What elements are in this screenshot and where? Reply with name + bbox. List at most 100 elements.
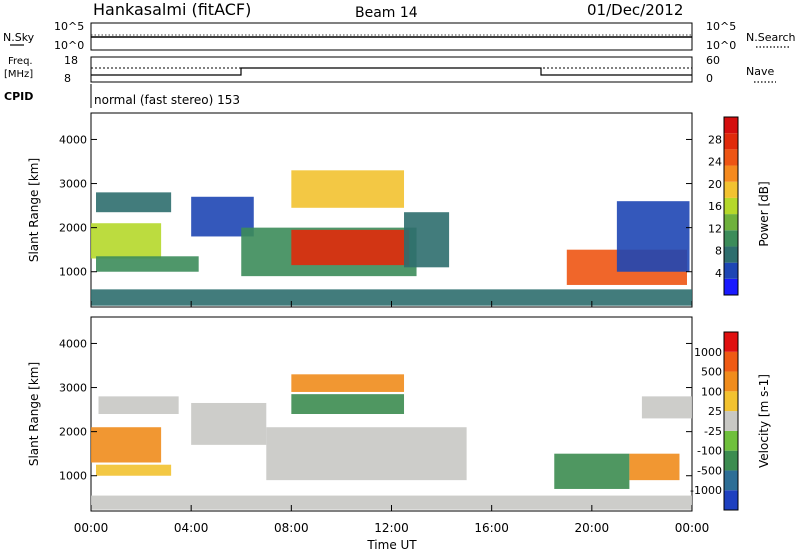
power-ytick-label: 2000 bbox=[59, 222, 87, 235]
power-ylabel: Slant Range [km] bbox=[27, 158, 41, 262]
velocity-ytick-label: 3000 bbox=[59, 382, 87, 395]
power-colorbar-cell bbox=[724, 278, 738, 295]
power-colorbar-cell bbox=[724, 230, 738, 247]
power-region-9 bbox=[616, 201, 690, 272]
nsky-tick-high: 10^5 bbox=[54, 20, 84, 33]
velocity-colorbar-tick: 1000 bbox=[694, 346, 722, 359]
velocity-colorbar-cell bbox=[724, 411, 738, 431]
power-colorbar-cell bbox=[724, 165, 738, 182]
nsearch-tick-low: 10^0 bbox=[706, 39, 736, 52]
freq-tick-high: 18 bbox=[64, 54, 78, 67]
velocity-ytick-label: 1000 bbox=[59, 470, 87, 483]
velocity-colorbar-tick: 100 bbox=[701, 385, 722, 398]
velocity-region-7 bbox=[554, 453, 630, 489]
freq-unit: [MHz] bbox=[4, 69, 33, 80]
x-tick-label: 20:00 bbox=[575, 521, 610, 535]
power-region-5 bbox=[291, 229, 410, 266]
power-colorbar-frame bbox=[723, 116, 739, 296]
velocity-ytick-label: 4000 bbox=[59, 337, 87, 350]
velocity-region-8 bbox=[629, 453, 680, 481]
velocity-ytick-label: 2000 bbox=[59, 426, 87, 439]
velocity-colorbar-cell bbox=[724, 351, 738, 372]
x-axis: 00:00 04:00 08:00 12:00 16:00 20:00 00:00 bbox=[74, 301, 710, 535]
power-y-axis: 1000 2000 3000 4000 bbox=[59, 133, 692, 279]
nsearch-tick-high: 10^5 bbox=[706, 20, 736, 33]
power-region-6 bbox=[291, 170, 405, 208]
power-colorbar-cell bbox=[724, 246, 738, 263]
x-tick-label: 08:00 bbox=[274, 521, 309, 535]
nave-tick-low: 0 bbox=[706, 72, 713, 85]
nsearch-label: N.Search bbox=[746, 31, 796, 44]
power-colorbar-label: Power [dB] bbox=[757, 181, 771, 246]
velocity-region-2 bbox=[98, 396, 179, 414]
power-heatmap bbox=[91, 170, 692, 306]
power-colorbar-cell bbox=[724, 117, 738, 134]
velocity-region-3 bbox=[191, 402, 267, 445]
power-region-1 bbox=[96, 256, 199, 272]
power-colorbar-tick: 28 bbox=[708, 133, 722, 146]
power-colorbar-cell bbox=[724, 214, 738, 231]
velocity-colorbar-cell bbox=[724, 391, 738, 412]
velocity-colorbar-tick: 500 bbox=[701, 366, 722, 379]
cpid-value: normal (fast stereo) 153 bbox=[94, 93, 240, 107]
freq-trace bbox=[91, 67, 692, 76]
power-region-10 bbox=[91, 289, 692, 306]
velocity-colorbar-frame bbox=[723, 331, 739, 511]
x-axis-label: Time UT bbox=[366, 538, 417, 552]
velocity-colorbar-tick: -500 bbox=[697, 464, 722, 477]
velocity-ylabel: Slant Range [km] bbox=[27, 362, 41, 466]
velocity-region-9 bbox=[641, 396, 692, 419]
power-colorbar-cell bbox=[724, 181, 738, 198]
power-region-0 bbox=[91, 223, 162, 259]
power-colorbar-tick: 8 bbox=[715, 245, 722, 258]
freq-panel bbox=[90, 56, 693, 83]
velocity-colorbar-cell bbox=[724, 371, 738, 392]
power-colorbar-cell bbox=[724, 262, 738, 279]
velocity-colorbar-tick: -1000 bbox=[690, 484, 722, 497]
x-tick-label: 12:00 bbox=[374, 521, 409, 535]
velocity-colorbar-label: Velocity [m s-1] bbox=[757, 374, 771, 468]
power-colorbar-tick: 12 bbox=[708, 222, 722, 235]
x-tick-label: 00:00 bbox=[675, 521, 710, 535]
beam-title: Beam 14 bbox=[355, 5, 418, 21]
date-title: 01/Dec/2012 bbox=[587, 1, 683, 19]
x-tick-label: 00:00 bbox=[74, 521, 109, 535]
velocity-colorbar-cell bbox=[724, 490, 738, 510]
velocity-heatmap bbox=[91, 374, 692, 510]
cpid-label: CPID bbox=[4, 90, 33, 103]
power-colorbar-tick: 20 bbox=[708, 178, 722, 191]
freq-tick-low: 8 bbox=[64, 72, 71, 85]
power-colorbar-tick: 24 bbox=[708, 156, 722, 169]
nave-tick-high: 60 bbox=[706, 54, 720, 67]
station-title: Hankasalmi (fitACF) bbox=[93, 0, 251, 19]
x-tick-label: 16:00 bbox=[474, 521, 509, 535]
nsky-label: N.Sky bbox=[3, 31, 35, 44]
velocity-region-5 bbox=[291, 394, 405, 414]
velocity-colorbar-tick: 25 bbox=[708, 405, 722, 418]
velocity-colorbar-cell bbox=[724, 332, 738, 352]
x-tick-label: 04:00 bbox=[174, 521, 209, 535]
nave-label: Nave bbox=[746, 65, 774, 78]
power-ytick-label: 3000 bbox=[59, 178, 87, 191]
power-ytick-label: 1000 bbox=[59, 266, 87, 279]
velocity-colorbar-tick: -100 bbox=[697, 445, 722, 458]
power-colorbar: 4 8 12 16 20 24 28 bbox=[708, 116, 739, 296]
freq-label: Freq. bbox=[8, 56, 33, 67]
power-colorbar-tick: 16 bbox=[708, 200, 722, 213]
velocity-region-6 bbox=[291, 374, 405, 392]
power-colorbar-cell bbox=[724, 149, 738, 166]
velocity-colorbar-cell bbox=[724, 450, 738, 471]
power-colorbar-cell bbox=[724, 197, 738, 215]
power-ytick-label: 4000 bbox=[59, 133, 87, 146]
power-colorbar-cell bbox=[724, 133, 738, 150]
nsky-tick-low: 10^0 bbox=[54, 39, 84, 52]
velocity-colorbar-cell bbox=[724, 470, 738, 491]
velocity-region-1 bbox=[96, 464, 172, 476]
velocity-y-axis: 1000 2000 3000 4000 bbox=[59, 337, 692, 483]
velocity-colorbar-tick: -25 bbox=[704, 425, 722, 438]
velocity-colorbar-cell bbox=[724, 430, 738, 451]
velocity-region-10 bbox=[91, 495, 692, 510]
velocity-colorbar: 1000 500 100 25 -25 -100 -500 -1000 bbox=[690, 331, 739, 511]
power-colorbar-tick: 4 bbox=[715, 267, 722, 280]
